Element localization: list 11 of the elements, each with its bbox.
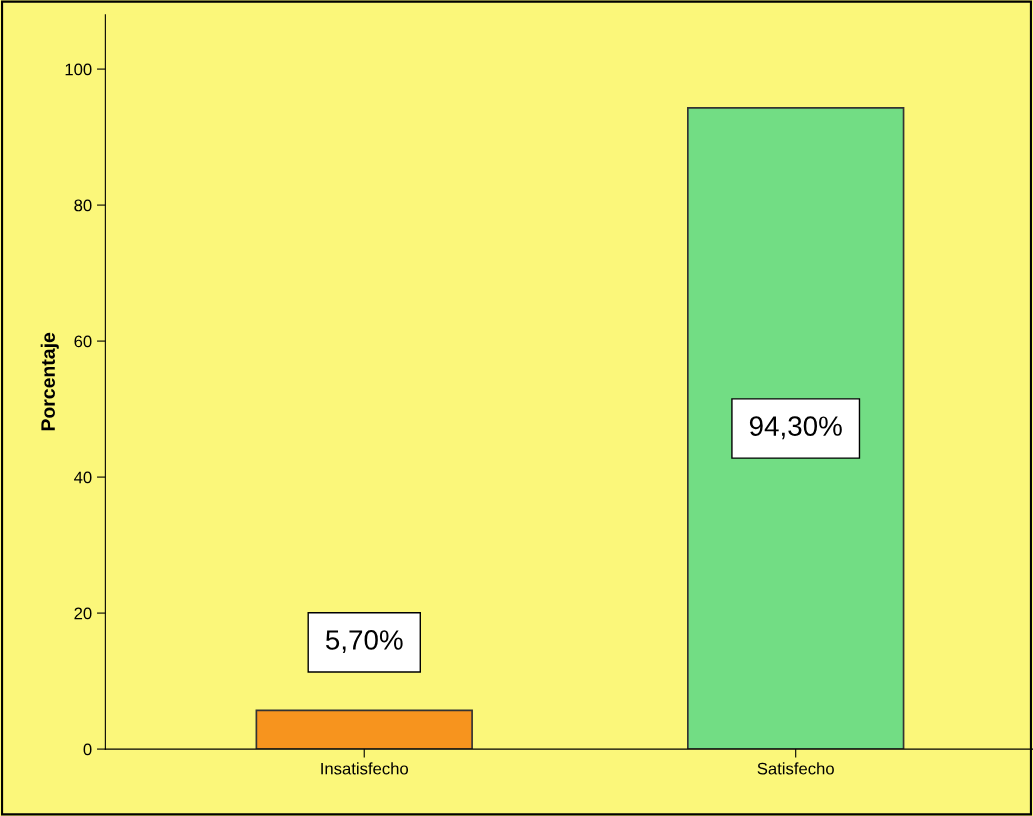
x-tick-label: Satisfecho <box>757 762 834 775</box>
y-tick-label: 20 <box>74 607 92 620</box>
y-tick-label: 0 <box>83 743 92 756</box>
y-tick-label: 80 <box>74 199 92 212</box>
y-tick-label: 100 <box>65 63 92 76</box>
data-label: 5,70% <box>325 630 403 654</box>
y-tick-label: 40 <box>74 471 92 484</box>
x-tick-label: Insatisfecho <box>321 762 409 775</box>
y-tick-label: 60 <box>74 335 92 348</box>
y-axis-title: Porcentaje <box>40 332 59 431</box>
data-label: 94,30% <box>749 416 842 440</box>
